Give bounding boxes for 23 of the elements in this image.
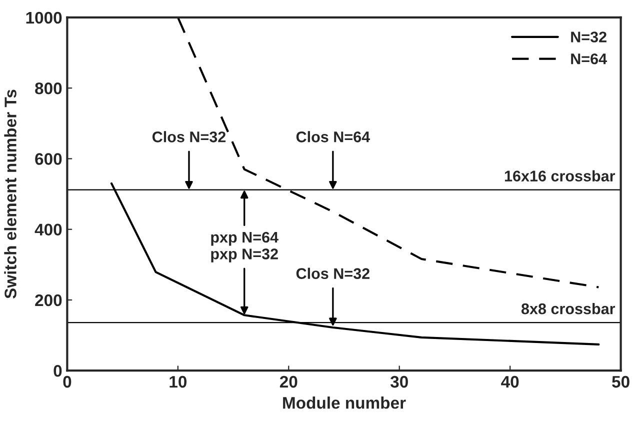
y-axis-title: Switch element number Ts (4, 90, 16, 298)
annotation: pxp N=64 (211, 232, 278, 246)
x-tick-label: 30 (390, 376, 408, 388)
legend-label: N=64 (571, 53, 607, 64)
y-tick-label: 1000 (26, 12, 62, 24)
y-tick-label: 600 (35, 153, 62, 165)
annotation: Clos N=32 (296, 268, 370, 280)
ref-line-label: 8x8 crossbar (521, 303, 616, 314)
x-axis-title: Module number (283, 396, 406, 409)
x-tick-label: 20 (280, 376, 298, 388)
legend-label: N=32 (571, 32, 606, 42)
x-tick-label: 50 (612, 376, 630, 388)
annotation: Clos N=32 (152, 131, 226, 142)
x-tick-label: 40 (501, 376, 519, 388)
x-tick-label: 0 (63, 376, 72, 388)
annotation: pxp N=32 (211, 248, 278, 262)
x-tick-label: 10 (170, 376, 187, 388)
y-tick-label: 800 (35, 82, 62, 94)
y-tick-label: 0 (54, 365, 62, 377)
ref-line-label: 16x16 crossbar (504, 170, 616, 182)
y-tick-label: 200 (35, 294, 62, 306)
annotation: Clos N=64 (296, 131, 370, 142)
y-tick-label: 400 (34, 224, 62, 236)
